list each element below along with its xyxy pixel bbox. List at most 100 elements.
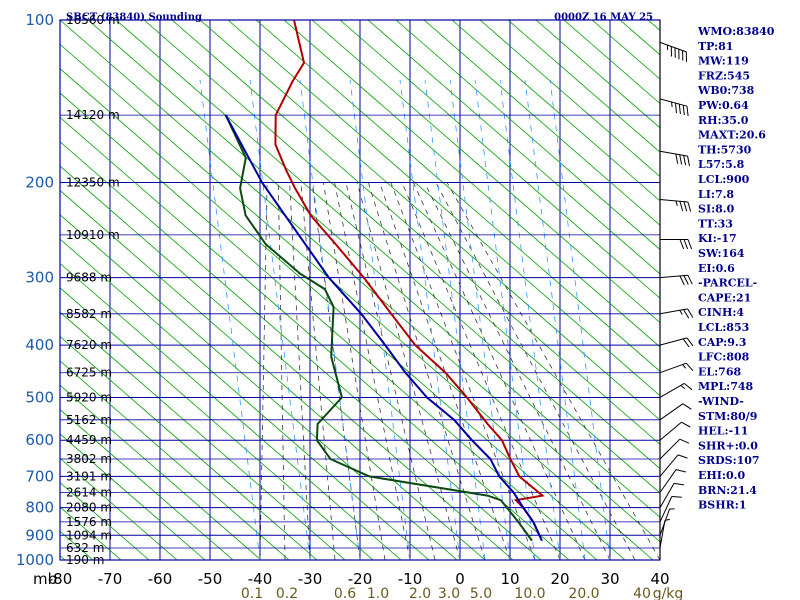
- parcel-line: [224, 114, 543, 541]
- moist-adiabat-line: [435, 182, 636, 560]
- temp-tick-label: 20: [550, 570, 569, 588]
- parcel-point: [261, 182, 263, 184]
- height-label: 2614 m: [66, 486, 112, 500]
- dry-adiabat-line: [60, 409, 234, 560]
- index-item: FRZ:545: [698, 69, 750, 82]
- dry-adiabat-line: [60, 262, 402, 560]
- wind-barb-staff: [659, 98, 688, 107]
- index-item: TP:81: [698, 40, 733, 53]
- parcel-point: [298, 234, 300, 236]
- dry-adiabat-line: [311, 20, 660, 324]
- dry-adiabat-line: [60, 457, 178, 560]
- parcel-point: [426, 396, 428, 398]
- height-label: 8582 m: [66, 307, 112, 321]
- mixing-ratio-line: [249, 79, 311, 560]
- temp-tick-label: -50: [198, 570, 223, 588]
- parcel-point: [404, 372, 407, 374]
- index-item: BSHR:1: [698, 499, 747, 512]
- mixing-ratio-label: 1.0: [367, 586, 389, 600]
- wind-barb-staff: [659, 199, 688, 203]
- index-item: STM:80/9: [698, 410, 757, 423]
- wind-barb-flag: [686, 106, 689, 117]
- dry-adiabat-line: [171, 20, 660, 445]
- mixing-ratio-line: [549, 79, 611, 560]
- dry-adiabat-line: [535, 20, 660, 129]
- parcel-point: [532, 521, 534, 523]
- moist-adiabat-line: [278, 182, 286, 560]
- pressure-label: 1000: [16, 551, 54, 569]
- temp-tick-label: -20: [348, 570, 373, 588]
- dewpoint-line: [224, 114, 533, 541]
- index-item: BRN:21.4: [698, 484, 757, 497]
- index-item: LCL:900: [698, 173, 750, 186]
- wind-barb-flag: [681, 421, 691, 428]
- moist-adiabat-line: [379, 182, 511, 560]
- height-label: 10910 m: [66, 228, 120, 242]
- mixing-ratio-line: [449, 79, 511, 560]
- temperature-point: [390, 313, 392, 315]
- wind-barb-staff: [659, 454, 679, 477]
- wind-barbs: [659, 41, 694, 549]
- pressure-label: 800: [25, 499, 54, 517]
- index-item: LI:7.8: [698, 188, 734, 201]
- dewpoint-point: [317, 423, 319, 425]
- pressure-label: 900: [25, 526, 54, 544]
- wind-barb-flag: [687, 156, 690, 166]
- wind-barb-flag: [673, 482, 684, 486]
- dewpoint-point: [299, 273, 301, 275]
- index-item: -WIND-: [698, 395, 744, 408]
- mixing-ratio-line: [424, 79, 486, 560]
- mixing-ratio-line: [199, 79, 261, 560]
- temperature-point: [541, 495, 544, 497]
- wind-barb-staff: [659, 274, 688, 279]
- temperature-point: [509, 458, 511, 460]
- temperature-point: [363, 277, 365, 279]
- wind-barb-flag: [679, 154, 683, 165]
- index-item: CINH:4: [698, 306, 744, 319]
- parcel-point: [541, 539, 543, 542]
- parcel-point: [522, 507, 524, 509]
- mixing-ratio-label: 0.2: [276, 586, 298, 600]
- dry-adiabat-line: [60, 287, 374, 560]
- dry-adiabat-line: [115, 20, 660, 494]
- temp-tick-label: -30: [298, 570, 323, 588]
- index-item: CAPE:21: [698, 291, 751, 304]
- dry-adiabat-line: [60, 189, 486, 560]
- dry-adiabat-line: [60, 238, 430, 560]
- mixing-ratio-line: [524, 79, 586, 560]
- mixing-ratio-line: [499, 79, 561, 560]
- wind-barb-staff: [659, 469, 677, 493]
- y-axis-unit: mb: [33, 570, 57, 588]
- dry-adiabat-line: [339, 20, 660, 299]
- pressure-label: 500: [25, 388, 54, 406]
- dry-adiabat-line: [87, 20, 660, 518]
- index-item: MW:119: [698, 55, 749, 68]
- temp-tick-label: 0: [455, 570, 465, 588]
- temperature-point: [285, 169, 287, 172]
- temp-tick-label: 30: [600, 570, 619, 588]
- wind-barb-flag: [678, 104, 681, 115]
- dewpoint-point: [517, 521, 519, 523]
- temperature-point: [518, 475, 520, 477]
- index-item: WMO:83840: [697, 25, 775, 38]
- mixing-ratio-label: 10.0: [514, 586, 545, 600]
- parcel-point: [489, 458, 491, 460]
- dewpoint-point: [531, 539, 533, 542]
- wind-barb-staff: [659, 483, 675, 508]
- wind-barb-flag: [679, 201, 684, 212]
- moist-adiabat-line: [289, 182, 311, 560]
- parcel-point: [471, 439, 473, 441]
- index-item: LFC:808: [698, 351, 750, 364]
- wind-barb-flag: [679, 239, 685, 250]
- wind-barb-flag: [677, 454, 688, 459]
- pressure-label: 700: [25, 467, 54, 485]
- mixing-ratio-label: 5.0: [470, 586, 492, 600]
- dry-adiabat-line: [60, 141, 542, 560]
- isotherm-lines: [60, 20, 660, 560]
- dewpoint-point: [341, 396, 343, 398]
- dry-adiabat-line: [60, 68, 626, 560]
- dewpoint-point: [500, 499, 502, 501]
